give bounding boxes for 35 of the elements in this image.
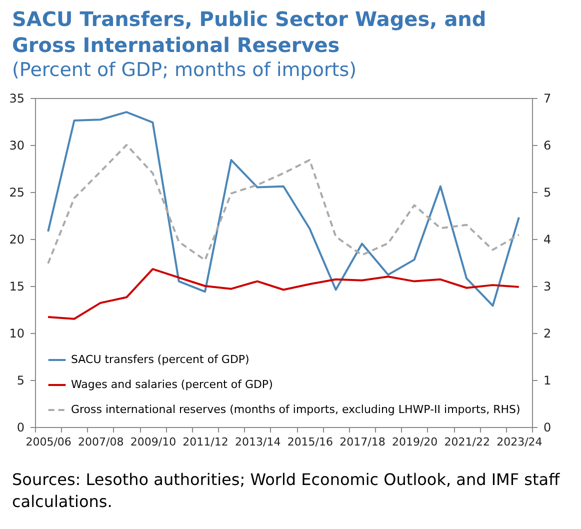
y2-tick-label: 4: [544, 232, 552, 246]
y2-tick-label: 0: [544, 420, 552, 434]
legend-label: Gross international reserves (months of imports, excluding LHWP-II imports, RHS): [71, 403, 520, 416]
x-tick-label: 2021/22: [444, 436, 490, 448]
y-tick-label: 30: [9, 138, 24, 152]
legend-label: Wages and salaries (percent of GDP): [71, 378, 273, 391]
y-tick-label: 0: [16, 420, 24, 434]
legend-label: SACU transfers (percent of GDP): [71, 353, 250, 366]
y-tick-label: 25: [9, 186, 24, 200]
line-series: [47, 111, 520, 307]
x-tick-label: 2009/10: [130, 436, 176, 448]
x-tick-label: 2015/16: [287, 436, 334, 448]
x-tick-label: 2023/24: [496, 436, 542, 448]
y-tick-label: 5: [16, 374, 24, 388]
x-tick-label: 2007/08: [78, 436, 124, 448]
y-tick-label: 35: [9, 92, 24, 106]
y-tick-label: 10: [9, 326, 24, 340]
y2-tick-label: 2: [544, 326, 552, 340]
x-tick-label: 2019/20: [392, 436, 438, 448]
source-note: Sources: Lesotho authorities; World Economic Outlook, and IMF staff calculations.: [11, 469, 561, 513]
y2-tick-label: 5: [544, 186, 552, 200]
x-tick-label: 2005/06: [26, 436, 72, 448]
y2-tick-label: 7: [544, 92, 552, 106]
y-tick-label: 15: [9, 280, 24, 294]
y-tick-label: 20: [9, 232, 24, 246]
x-tick-label: 2011/12: [182, 436, 228, 448]
line-series: [47, 144, 520, 264]
x-tick-label: 2013/14: [234, 436, 281, 448]
x-tick-label: 2017/18: [340, 436, 386, 448]
chart-title: SACU Transfers, Public Sector Wages, and Gross International Reserves: [11, 6, 488, 58]
y2-tick-label: 6: [544, 138, 552, 152]
chart-subtitle: (Percent of GDP; months of imports): [11, 58, 358, 82]
y2-tick-label: 3: [544, 280, 552, 294]
y2-tick-label: 1: [544, 374, 552, 388]
line-series: [47, 268, 520, 320]
